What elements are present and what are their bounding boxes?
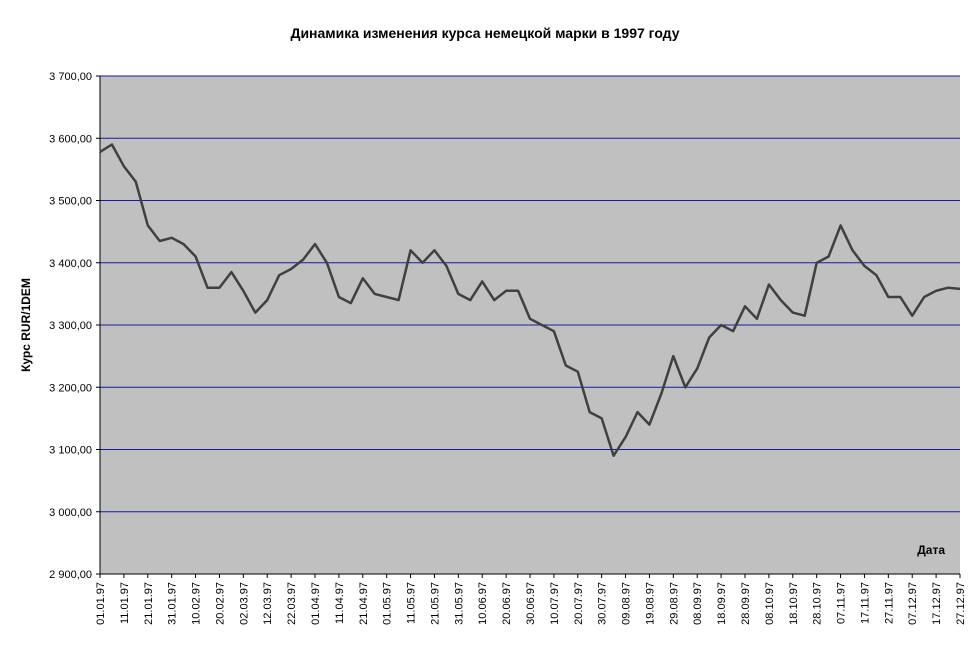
- x-tick-label: 28.10.97: [812, 582, 824, 625]
- x-tick-label: 20.07.97: [573, 582, 585, 625]
- x-tick-label: 01.04.97: [310, 582, 322, 625]
- x-tick-label: 21.05.97: [429, 582, 441, 625]
- y-tick-label: 3 400,00: [49, 258, 92, 270]
- y-tick-label: 3 100,00: [49, 445, 92, 457]
- x-tick-label: 10.06.97: [477, 582, 489, 625]
- x-tick-label: 11.04.97: [334, 582, 346, 624]
- x-tick-label: 21.01.97: [143, 582, 155, 625]
- y-tick-label: 3 500,00: [49, 196, 92, 208]
- data-line: [99, 143, 961, 457]
- x-tick-label: 11.01.97: [119, 582, 131, 624]
- y-tick-label: 3 700,00: [49, 71, 92, 83]
- x-tick-label: 31.05.97: [453, 582, 465, 625]
- x-tick-label: 20.02.97: [214, 582, 226, 625]
- y-axis-title: Курс RUR/1DEM: [19, 278, 33, 372]
- x-tick-label: 10.07.97: [549, 582, 561, 625]
- x-tick-label: 22.03.97: [286, 582, 298, 625]
- x-tick-label: 28.09.97: [740, 582, 752, 625]
- x-tick-label: 27.12.97: [955, 582, 967, 625]
- x-tick-label: 08.10.97: [764, 582, 776, 625]
- y-tick-label: 3 300,00: [49, 320, 92, 332]
- y-tick-label: 3 600,00: [49, 133, 92, 145]
- x-tick-label: 30.06.97: [525, 582, 537, 625]
- x-tick-label: 18.10.97: [788, 582, 800, 625]
- x-tick-label: 02.03.97: [238, 582, 250, 625]
- x-tick-label: 17.11.97: [859, 582, 871, 624]
- x-tick-label: 27.11.97: [883, 582, 895, 624]
- x-tick-label: 10.02.97: [191, 582, 203, 625]
- x-tick-label: 20.06.97: [501, 582, 513, 625]
- x-tick-label: 21.04.97: [358, 582, 370, 625]
- x-tick-label: 30.07.97: [597, 582, 609, 625]
- y-tick-label: 3 000,00: [49, 507, 92, 519]
- x-tick-label: 19.08.97: [644, 582, 656, 625]
- chart-title: Динамика изменения курса немецкой марки …: [290, 25, 679, 41]
- x-tick-label: 29.08.97: [668, 582, 680, 625]
- x-tick-label: 01.01.97: [95, 582, 107, 625]
- y-tick-label: 2 900,00: [49, 569, 92, 581]
- y-tick-label: 3 200,00: [49, 382, 92, 394]
- x-tick-label: 12.03.97: [262, 582, 274, 625]
- x-tick-label: 01.05.97: [382, 582, 394, 625]
- x-tick-label: 08.09.97: [692, 582, 704, 625]
- x-tick-label: 18.09.97: [716, 582, 728, 625]
- x-tick-label: 17.12.97: [931, 582, 943, 625]
- x-tick-label: 31.01.97: [167, 582, 179, 625]
- x-tick-label: 07.11.97: [836, 582, 848, 624]
- x-tick-label: 07.12.97: [907, 582, 919, 625]
- x-axis-title: Дата: [917, 543, 945, 557]
- x-tick-label: 11.05.97: [406, 582, 418, 624]
- x-tick-label: 09.08.97: [621, 582, 633, 625]
